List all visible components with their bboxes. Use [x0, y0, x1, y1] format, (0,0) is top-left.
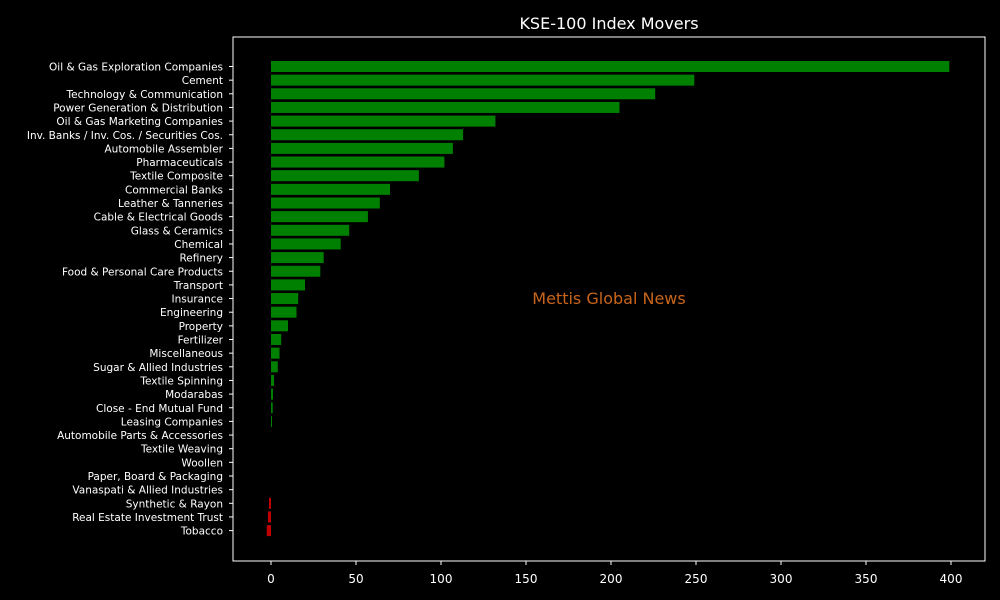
- category-label-23: Sugar & Allied Industries: [93, 362, 223, 374]
- x-tick-label-5: 200: [600, 572, 623, 586]
- category-label-6: Inv. Banks / Inv. Cos. / Securities Cos.: [27, 130, 223, 142]
- x-tick-label-8: 350: [855, 572, 878, 586]
- bar-23: [271, 361, 278, 373]
- bar-22: [271, 347, 280, 359]
- bar-11: [271, 197, 380, 209]
- bar-25: [271, 388, 274, 400]
- category-label-28: Automobile Parts & Accessories: [57, 430, 223, 442]
- bar-34: [267, 511, 271, 523]
- bar-20: [271, 320, 288, 332]
- x-tick-label-4: 150: [515, 572, 538, 586]
- chart-title: KSE-100 Index Movers: [519, 14, 698, 33]
- category-label-5: Oil & Gas Marketing Companies: [56, 116, 223, 128]
- bars-group: [266, 61, 950, 537]
- category-label-14: Chemical: [174, 239, 223, 251]
- bar-18: [271, 293, 299, 305]
- category-label-27: Leasing Companies: [121, 416, 223, 428]
- category-label-30: Woollen: [181, 457, 223, 469]
- bar-5: [271, 115, 496, 127]
- category-label-10: Commercial Banks: [125, 184, 223, 196]
- bar-24: [271, 374, 275, 386]
- bar-16: [271, 265, 321, 277]
- bar-10: [271, 183, 390, 195]
- category-label-4: Power Generation & Distribution: [53, 102, 223, 114]
- watermark-annotation: Mettis Global News: [532, 289, 685, 308]
- category-label-11: Leather & Tanneries: [118, 198, 223, 210]
- bar-2: [271, 74, 695, 86]
- bar-9: [271, 170, 419, 182]
- x-tick-label-7: 300: [770, 572, 793, 586]
- x-axis-ticks: 0 50 100 150 200 250 300 350 400: [267, 561, 962, 586]
- bar-6: [271, 129, 464, 141]
- bar-15: [271, 252, 324, 264]
- category-label-18: Insurance: [171, 294, 223, 306]
- category-label-26: Close - End Mutual Fund: [96, 403, 223, 415]
- bar-13: [271, 224, 350, 236]
- bar-8: [271, 156, 445, 168]
- category-label-31: Paper, Board & Packaging: [88, 471, 223, 483]
- bar-1: [271, 61, 950, 72]
- category-label-3: Technology & Communication: [66, 89, 223, 101]
- category-label-24: Textile Spinning: [139, 375, 223, 387]
- bar-7: [271, 142, 453, 154]
- category-label-17: Transport: [173, 280, 223, 292]
- category-label-9: Textile Composite: [129, 171, 223, 183]
- bar-14: [271, 238, 341, 250]
- category-label-20: Property: [179, 321, 223, 333]
- category-label-19: Engineering: [160, 307, 223, 319]
- bar-12: [271, 211, 368, 223]
- x-tick-label-3: 100: [430, 572, 453, 586]
- category-label-29: Textile Weaving: [140, 444, 223, 456]
- category-label-15: Refinery: [179, 253, 223, 265]
- bar-21: [271, 334, 282, 345]
- bar-35: [266, 525, 271, 537]
- x-tick-label-2: 50: [348, 572, 363, 586]
- bar-33: [268, 497, 271, 509]
- category-label-32: Vanaspati & Allied Industries: [72, 485, 223, 497]
- x-tick-label-1: 0: [267, 572, 275, 586]
- x-tick-label-6: 250: [685, 572, 708, 586]
- bar-27: [271, 415, 272, 427]
- category-label-22: Miscellaneous: [149, 348, 223, 360]
- category-label-1: Oil & Gas Exploration Companies: [49, 62, 223, 74]
- category-label-35: Tobacco: [180, 526, 223, 538]
- category-label-12: Cable & Electrical Goods: [94, 212, 223, 224]
- category-label-34: Real Estate Investment Trust: [72, 512, 223, 524]
- category-label-33: Synthetic & Rayon: [126, 498, 223, 510]
- category-label-7: Automobile Assembler: [105, 143, 224, 155]
- bar-4: [271, 101, 620, 113]
- category-label-21: Fertilizer: [178, 335, 224, 347]
- category-label-13: Glass & Ceramics: [131, 225, 223, 237]
- category-label-25: Modarabas: [165, 389, 223, 401]
- x-tick-label-9: 400: [940, 572, 963, 586]
- bar-26: [271, 402, 273, 414]
- bar-3: [271, 88, 656, 100]
- category-label-16: Food & Personal Care Products: [62, 266, 223, 278]
- bar-19: [271, 306, 297, 318]
- bar-17: [271, 279, 305, 291]
- category-label-2: Cement: [182, 75, 223, 87]
- category-label-8: Pharmaceuticals: [136, 157, 223, 169]
